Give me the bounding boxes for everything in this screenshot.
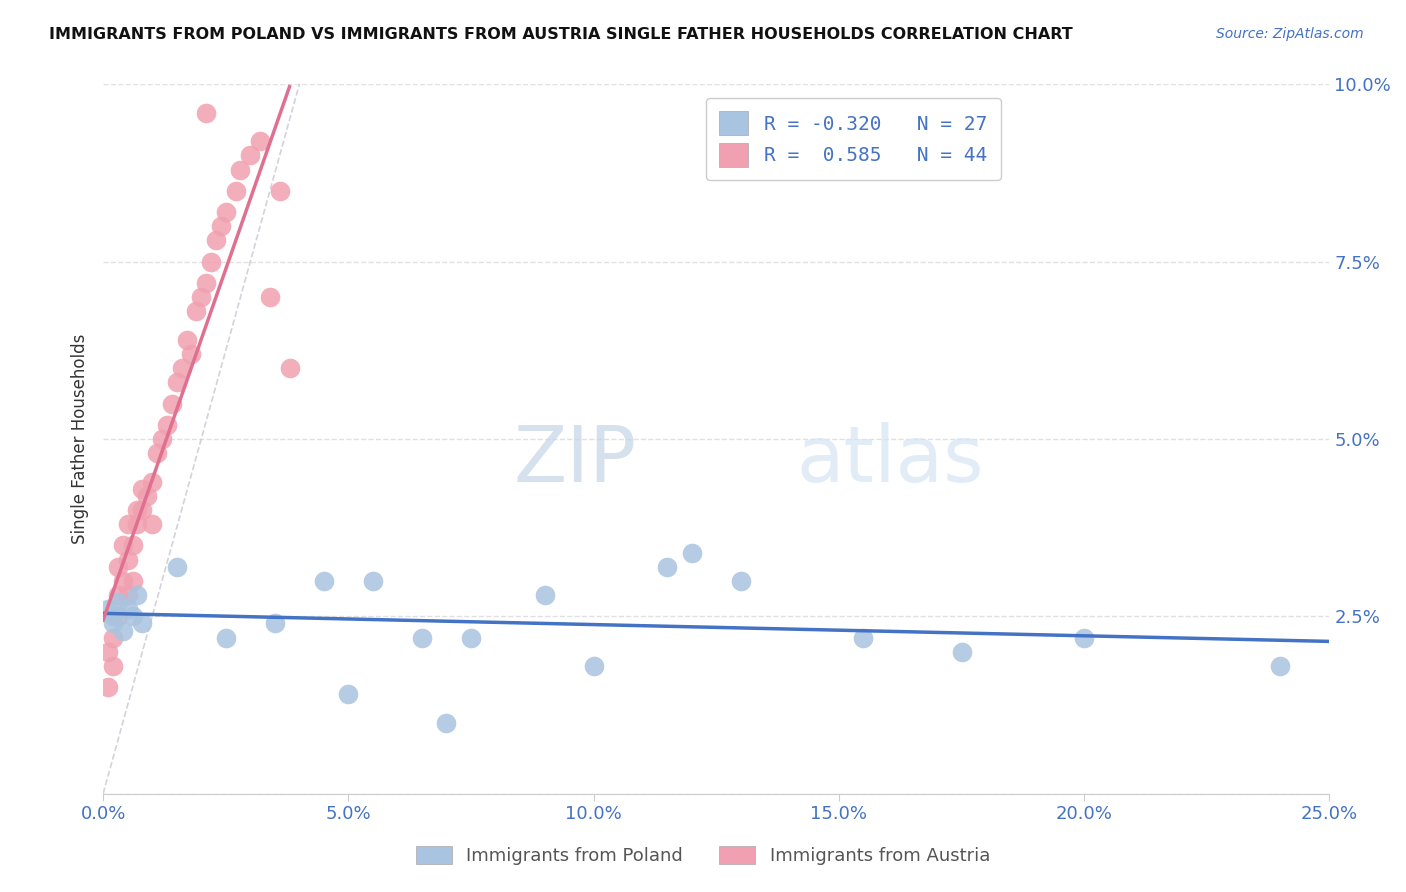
Point (180, 347, 202, 361)
Point (176, 333, 198, 347)
Point (101, 631, 124, 645)
Point (361, 574, 384, 588)
Point (127, 588, 149, 602)
Point (312, 574, 335, 588)
Point (117, 517, 139, 532)
Point (117, 552, 139, 566)
Legend: Immigrants from Poland, Immigrants from Austria: Immigrants from Poland, Immigrants from … (406, 837, 1000, 874)
Point (131, 482, 153, 496)
Point (121, 538, 143, 552)
Point (141, 517, 163, 532)
Point (166, 376, 188, 390)
Point (195, 105, 218, 120)
Point (186, 304, 208, 318)
Point (205, 234, 228, 248)
Point (460, 631, 482, 645)
Point (411, 631, 433, 645)
Point (190, 290, 212, 304)
Point (533, 588, 555, 602)
Text: IMMIGRANTS FROM POLAND VS IMMIGRANTS FROM AUSTRIA SINGLE FATHER HOUSEHOLDS CORRE: IMMIGRANTS FROM POLAND VS IMMIGRANTS FRO… (49, 27, 1073, 42)
Point (117, 602, 139, 616)
Point (200, 254, 222, 268)
Point (278, 361, 301, 376)
Point (337, 687, 360, 701)
Point (225, 184, 247, 198)
Point (146, 446, 169, 460)
Point (111, 538, 134, 552)
Point (111, 574, 134, 588)
Point (127, 503, 149, 517)
Text: atlas: atlas (796, 422, 983, 499)
Point (111, 624, 134, 638)
Point (156, 417, 179, 432)
Point (121, 574, 143, 588)
Legend: R = -0.320   N = 27, R =  0.585   N = 44: R = -0.320 N = 27, R = 0.585 N = 44 (706, 98, 1001, 180)
Point (107, 559, 129, 574)
Point (195, 276, 218, 290)
Point (127, 517, 149, 532)
Point (229, 162, 252, 177)
Text: ZIP: ZIP (513, 422, 637, 499)
Point (136, 489, 159, 503)
Point (259, 290, 281, 304)
Point (215, 205, 238, 219)
Point (131, 616, 153, 631)
Point (131, 503, 153, 517)
Point (436, 715, 458, 730)
Point (97, 645, 120, 659)
Point (107, 609, 129, 624)
Point (657, 559, 679, 574)
Point (269, 184, 291, 198)
Point (249, 134, 271, 148)
Point (1270, 659, 1292, 673)
Point (239, 148, 262, 162)
Point (107, 595, 129, 609)
Point (107, 588, 129, 602)
Point (101, 659, 124, 673)
Point (209, 219, 232, 234)
Point (101, 616, 124, 631)
Text: Source: ZipAtlas.com: Source: ZipAtlas.com (1216, 27, 1364, 41)
Point (150, 432, 173, 446)
Point (121, 609, 143, 624)
Point (141, 475, 163, 489)
Point (215, 631, 238, 645)
Point (730, 574, 752, 588)
Point (97, 602, 120, 616)
Point (681, 545, 703, 559)
Point (101, 609, 124, 624)
Point (582, 659, 605, 673)
Point (170, 361, 193, 376)
Y-axis label: Single Father Households: Single Father Households (72, 334, 89, 544)
Point (97, 681, 120, 695)
Point (263, 616, 285, 631)
Point (950, 645, 973, 659)
Point (117, 588, 139, 602)
Point (166, 559, 188, 574)
Point (1073, 631, 1095, 645)
Point (160, 396, 183, 410)
Point (852, 631, 875, 645)
